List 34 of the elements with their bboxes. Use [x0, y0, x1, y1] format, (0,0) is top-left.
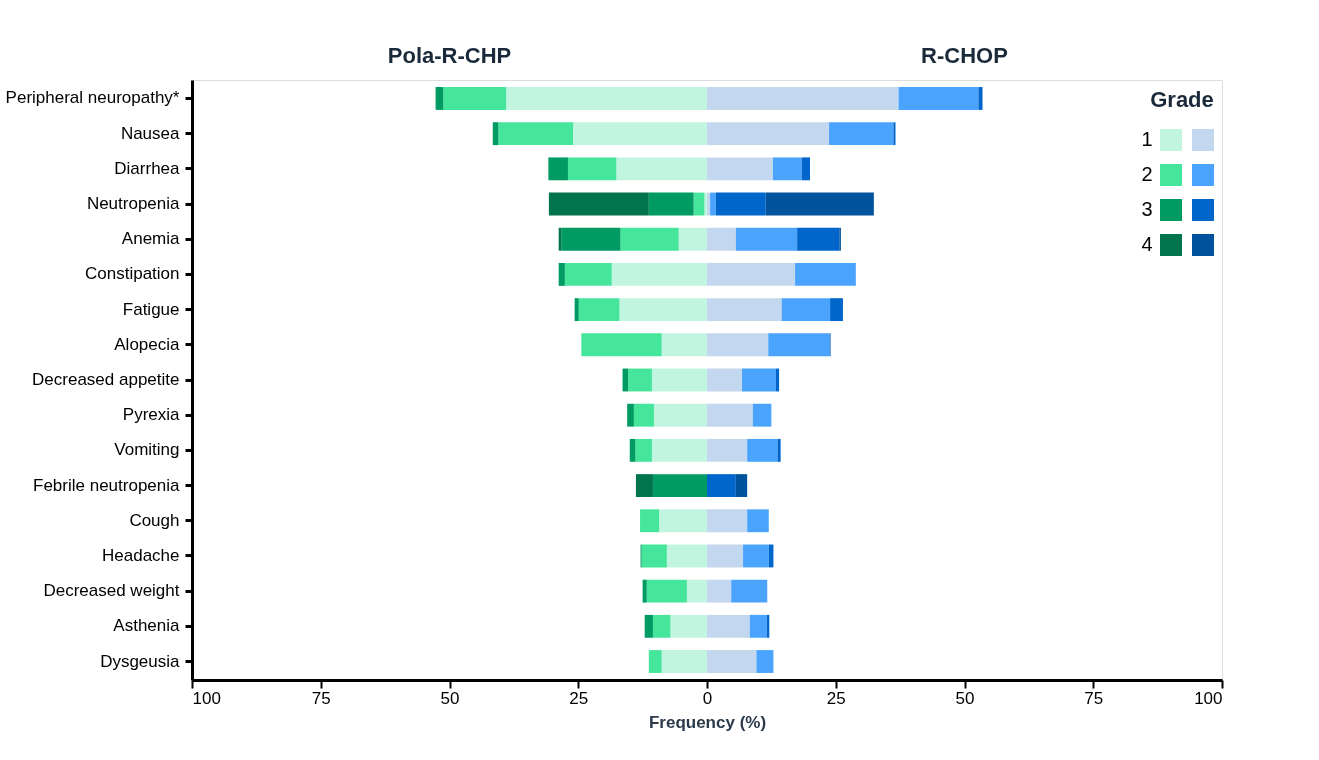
- legend-label: 3: [1141, 198, 1153, 220]
- y-tick-label: Vomiting: [114, 440, 180, 460]
- y-tick-label: Neutropenia: [86, 194, 181, 214]
- x-tick-label: 75: [1084, 688, 1104, 708]
- y-tick-label: Diarrhea: [114, 158, 181, 178]
- legend-label: 4: [1141, 233, 1153, 255]
- x-tick-label: 75: [311, 688, 331, 708]
- y-tick-label: Asthenia: [113, 616, 181, 636]
- y-tick-label: Dysgeusia: [100, 651, 181, 671]
- y-tick-label: Anemia: [121, 229, 181, 249]
- y-tick-label: Constipation: [84, 264, 180, 284]
- x-tick-label: 100: [1194, 688, 1223, 708]
- y-tick-label: Decreased weight: [43, 581, 180, 601]
- x-axis-title: Frequency (%): [648, 712, 767, 732]
- x-tick-label: 25: [826, 688, 846, 708]
- y-tick-label: Nausea: [120, 123, 181, 143]
- x-tick-label: 100: [192, 688, 221, 708]
- y-tick-label: Cough: [129, 510, 180, 530]
- y-tick-label: Peripheral neuropathy*: [5, 88, 180, 108]
- x-tick-label: 50: [955, 688, 975, 708]
- x-tick-label: 25: [569, 688, 589, 708]
- legend-label: 2: [1141, 163, 1153, 185]
- y-tick-label: Alopecia: [114, 334, 181, 354]
- text: R-CHOP: [921, 43, 1008, 68]
- y-tick-label: Decreased appetite: [32, 370, 180, 389]
- x-tick-label: 0: [702, 688, 713, 708]
- y-tick-label: Fatigue: [122, 299, 180, 319]
- y-tick-label: Pyrexia: [122, 405, 181, 425]
- text: Pola-R-CHP: [387, 43, 512, 68]
- x-tick-label: 50: [440, 688, 460, 708]
- y-tick-label: Headache: [101, 545, 180, 565]
- y-tick-label: Febrile neutropenia: [33, 475, 181, 495]
- legend-label: 1: [1141, 128, 1153, 150]
- legend-title: Grade: [1150, 87, 1214, 112]
